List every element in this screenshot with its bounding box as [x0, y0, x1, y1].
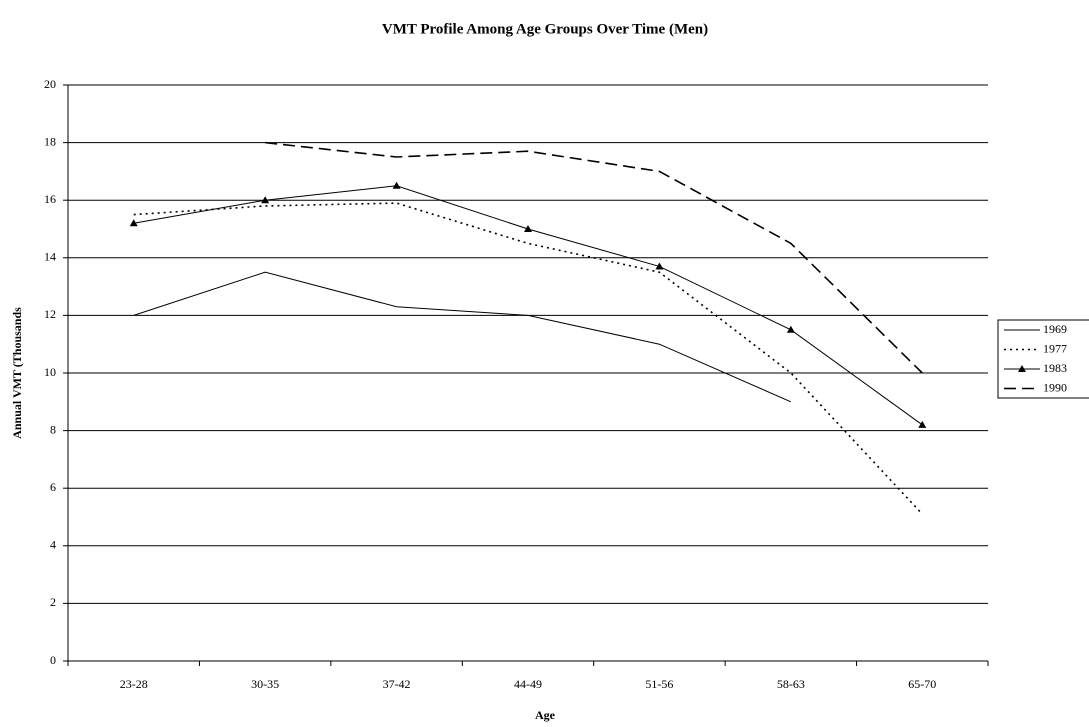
x-tick-label: 30-35 — [251, 677, 279, 691]
series-line — [265, 141, 923, 374]
legend-label: 1983 — [1043, 361, 1067, 375]
y-tick-label: 18 — [44, 134, 56, 148]
y-tick-label: 8 — [50, 422, 56, 436]
legend-box — [997, 319, 1089, 399]
y-axis-label: Annual VMT (Thousands — [10, 307, 24, 439]
y-tick-label: 14 — [44, 250, 56, 264]
legend-label: 1977 — [1043, 341, 1067, 355]
x-axis-label: Age — [535, 708, 556, 722]
y-tick-label: 16 — [44, 192, 56, 206]
series-line — [133, 185, 923, 426]
y-tick-label: 10 — [44, 365, 56, 379]
legend-label: 1969 — [1043, 322, 1067, 336]
series-line — [133, 202, 923, 515]
y-tick-label: 0 — [50, 653, 56, 667]
marker — [918, 420, 927, 428]
marker — [129, 219, 138, 227]
x-tick-label: 58-63 — [777, 677, 805, 691]
marker — [786, 325, 795, 333]
x-tick-label: 65-70 — [908, 677, 936, 691]
series-line — [133, 271, 792, 403]
marker — [524, 225, 532, 232]
y-tick-label: 2 — [50, 595, 56, 609]
y-tick-label: 12 — [44, 307, 56, 321]
y-tick-label: 6 — [50, 480, 56, 494]
y-tick-label: 4 — [50, 538, 56, 552]
marker — [392, 181, 401, 189]
marker — [261, 196, 270, 204]
x-tick-label: 44-49 — [514, 677, 542, 691]
y-tick-label: 20 — [44, 77, 56, 91]
x-tick-label: 37-42 — [383, 677, 411, 691]
marker — [655, 262, 664, 270]
legend-label: 1990 — [1043, 380, 1067, 394]
x-tick-label: 23-28 — [120, 677, 148, 691]
legend-marker — [1018, 365, 1026, 372]
x-tick-label: 51-56 — [645, 677, 673, 691]
chart-title: VMT Profile Among Age Groups Over Time (… — [382, 21, 708, 37]
